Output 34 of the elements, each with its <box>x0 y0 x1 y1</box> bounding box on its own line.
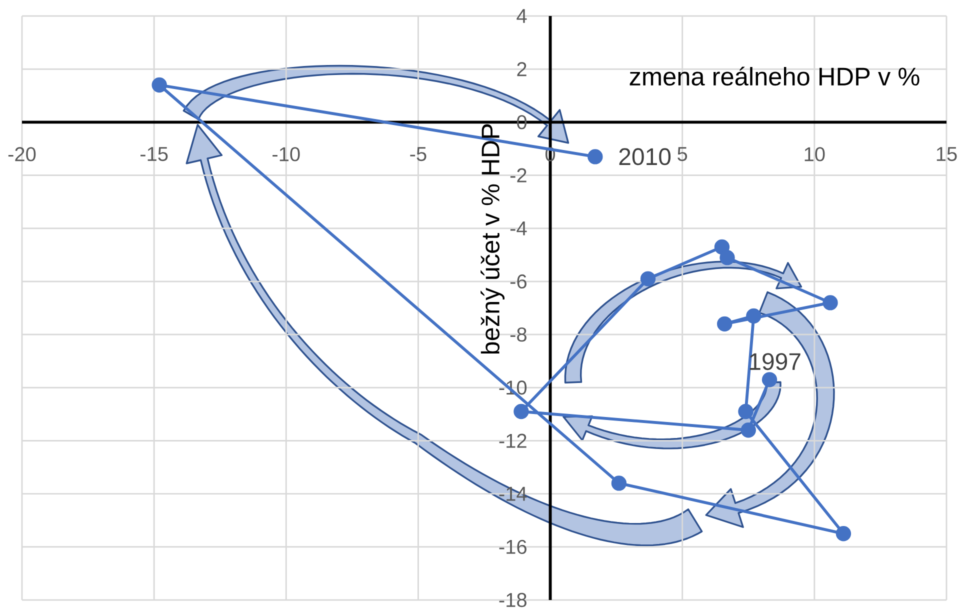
y-axis-title: bežný účet v % HDP <box>480 124 505 354</box>
point <box>836 526 852 542</box>
x-axis-title: zmena reálneho HDP v % <box>630 66 920 86</box>
x-tick-label: 5 <box>678 147 688 162</box>
x-tick-label: -10 <box>272 147 300 162</box>
y-tick-label: 4 <box>516 9 527 23</box>
x-tick-label: -15 <box>140 147 168 162</box>
x-tick-label: 15 <box>936 147 957 162</box>
y-tick-label: -18 <box>499 592 526 608</box>
point <box>738 404 754 420</box>
y-tick-label: -8 <box>510 327 526 342</box>
x-tick-label: -5 <box>410 147 426 162</box>
y-tick-label: -4 <box>510 221 527 236</box>
point <box>714 239 730 255</box>
y-tick-label: -6 <box>510 274 526 289</box>
point <box>611 476 627 491</box>
annotation: 2010 <box>619 148 671 166</box>
x-tick-label: -20 <box>8 147 36 162</box>
point <box>746 308 762 324</box>
y-tick-label: 2 <box>517 62 526 76</box>
y-tick-label: -12 <box>499 434 526 448</box>
y-tick-label: -2 <box>510 168 526 182</box>
y-tick-label: -16 <box>499 540 526 554</box>
point <box>720 250 735 266</box>
point <box>762 372 778 388</box>
y-tick-label: -14 <box>499 486 527 501</box>
point <box>514 404 529 420</box>
point <box>822 295 838 310</box>
point <box>588 149 603 164</box>
point <box>640 271 656 286</box>
x-tick-label: 10 <box>804 147 825 162</box>
point <box>717 316 732 332</box>
point <box>740 422 756 438</box>
point <box>152 77 167 93</box>
